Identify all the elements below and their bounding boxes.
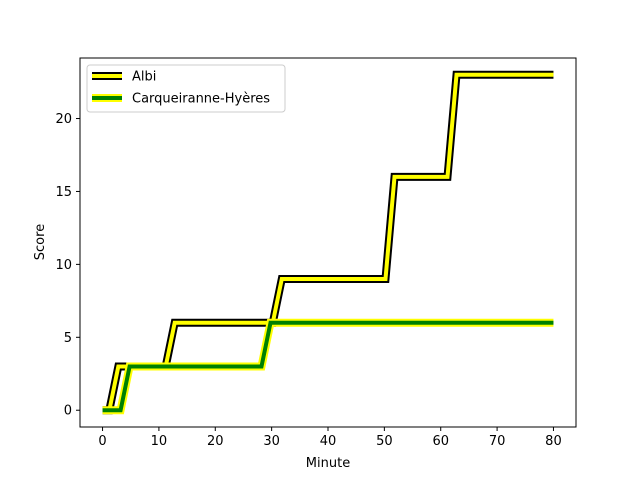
y-axis-label: Score [33, 224, 48, 260]
x-axis-label: Minute [306, 456, 350, 471]
series-carqueiranne-hyeres-line [102, 320, 554, 413]
legend-label: Carqueiranne-Hyères [132, 92, 270, 107]
legend: Albi Carqueiranne-Hyères [86, 64, 286, 113]
x-tick-label: 60 [432, 434, 449, 449]
legend-label: Albi [132, 70, 156, 85]
y-tick-label: 5 [64, 331, 72, 346]
series-albi-line [102, 72, 554, 413]
y-tick-label: 15 [55, 185, 72, 200]
x-tick-label: 30 [263, 434, 280, 449]
x-tick-label: 40 [320, 434, 337, 449]
x-tick-label: 70 [489, 434, 506, 449]
x-tick-label: 0 [98, 434, 106, 449]
x-tick-label: 10 [151, 434, 168, 449]
x-tick-label: 50 [376, 434, 393, 449]
ticks-layer: 0 10 20 30 40 50 60 70 80 0 5 10 15 20 [55, 112, 561, 449]
legend-box [86, 64, 286, 113]
y-tick-label: 0 [64, 404, 72, 419]
y-tick-label: 10 [55, 258, 72, 273]
x-tick-label: 80 [545, 434, 562, 449]
x-tick-label: 20 [207, 434, 224, 449]
series-layer [102, 70, 554, 415]
y-tick-label: 20 [55, 112, 72, 127]
